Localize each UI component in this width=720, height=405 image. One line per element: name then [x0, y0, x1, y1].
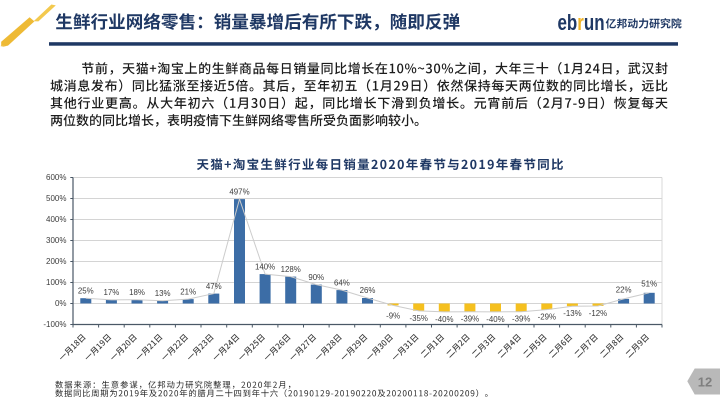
- svg-text:-100%: -100%: [43, 320, 66, 329]
- svg-text:13%: 13%: [155, 289, 171, 298]
- svg-text:400%: 400%: [46, 215, 66, 224]
- svg-text:0%: 0%: [55, 299, 67, 308]
- svg-text:ebrun: ebrun: [558, 11, 605, 36]
- svg-text:22%: 22%: [616, 286, 632, 295]
- svg-text:128%: 128%: [281, 265, 301, 274]
- svg-text:51%: 51%: [641, 280, 657, 289]
- svg-text:-40%: -40%: [486, 315, 504, 324]
- svg-text:200%: 200%: [46, 257, 66, 266]
- svg-text:140%: 140%: [255, 262, 275, 271]
- svg-text:300%: 300%: [46, 236, 66, 245]
- svg-text:47%: 47%: [206, 282, 222, 291]
- svg-text:600%: 600%: [46, 173, 66, 182]
- svg-text:18%: 18%: [129, 288, 145, 297]
- svg-text:-39%: -39%: [512, 315, 530, 324]
- svg-text:497%: 497%: [229, 187, 249, 196]
- svg-text:-40%: -40%: [435, 315, 453, 324]
- svg-text:-13%: -13%: [563, 309, 581, 318]
- svg-text:-29%: -29%: [538, 313, 556, 322]
- svg-text:26%: 26%: [360, 286, 376, 295]
- svg-text:17%: 17%: [104, 288, 120, 297]
- svg-text:12: 12: [698, 375, 712, 390]
- svg-text:90%: 90%: [308, 273, 324, 282]
- svg-text:500%: 500%: [46, 194, 66, 203]
- svg-text:-39%: -39%: [461, 315, 479, 324]
- svg-text:-12%: -12%: [589, 309, 607, 318]
- svg-text:64%: 64%: [334, 278, 350, 287]
- svg-text:21%: 21%: [180, 287, 196, 296]
- svg-text:-35%: -35%: [409, 314, 427, 323]
- svg-text:100%: 100%: [46, 278, 66, 287]
- svg-text:-9%: -9%: [386, 311, 400, 320]
- svg-text:25%: 25%: [78, 286, 94, 295]
